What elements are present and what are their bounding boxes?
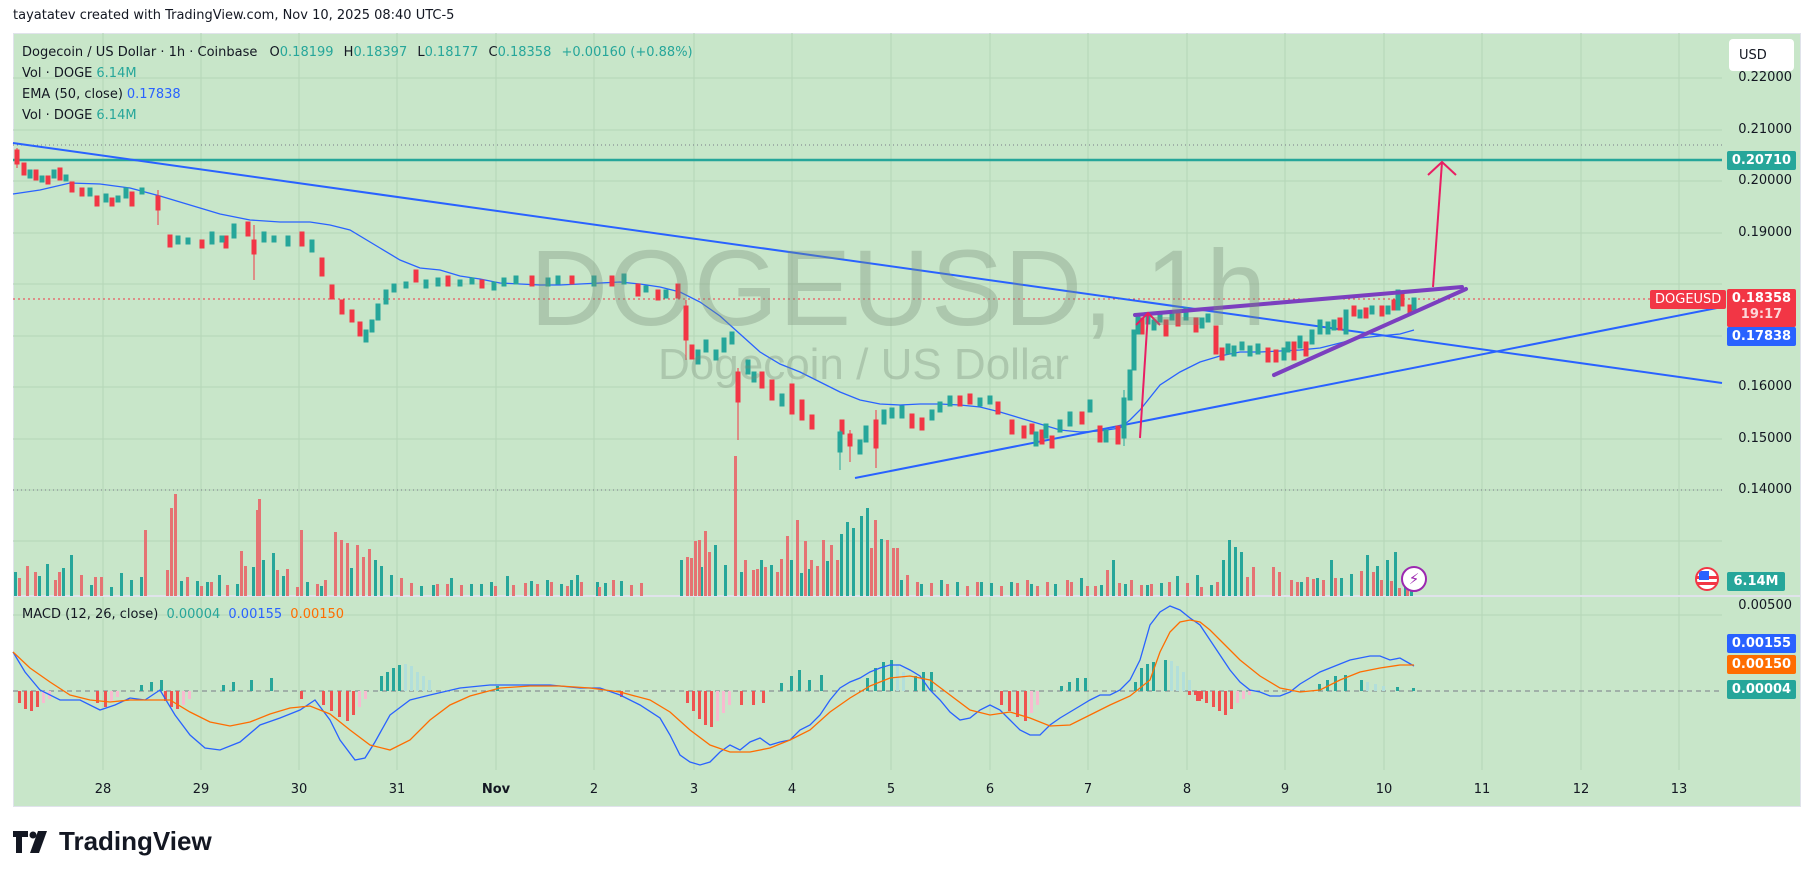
signal-tag: 0.00150 <box>1727 655 1796 674</box>
watermark-symbol: DOGEUSD, 1h <box>530 227 1268 348</box>
date-tick: 4 <box>787 782 797 797</box>
target-arrow <box>1432 161 1443 288</box>
date-tick: 2 <box>589 782 599 797</box>
volume-legend[interactable]: Vol · DOGE 6.14M <box>22 66 137 81</box>
macd-signal-line <box>12 619 1414 753</box>
tradingview-logo[interactable]: TradingView <box>13 826 212 857</box>
macd-histogram <box>18 660 1415 727</box>
date-tick: 13 <box>1670 782 1688 797</box>
indicator-label: Vol · DOGE <box>22 108 93 123</box>
price-tick: 0.20000 <box>1738 173 1792 188</box>
ohlc-high-label: H <box>343 45 354 60</box>
price-tick: 0.21000 <box>1738 122 1792 137</box>
macd-hist-value: 0.00004 <box>166 607 221 622</box>
us-flag-icon[interactable] <box>1695 567 1719 591</box>
ema-price-tag: 0.17838 <box>1727 327 1796 346</box>
triangle-upper-line <box>1133 285 1464 317</box>
date-tick: 5 <box>886 782 896 797</box>
date-tick: 28 <box>94 782 112 797</box>
date-tick: 29 <box>192 782 210 797</box>
indicator-value: 6.14M <box>96 108 137 123</box>
resistance-price-tag: 0.20710 <box>1727 151 1796 170</box>
last-price-tag: 0.18358 19:17 <box>1727 289 1796 327</box>
time-grid <box>102 33 1680 770</box>
indicator-label: Vol · DOGE <box>22 66 93 81</box>
date-tick: 8 <box>1182 782 1192 797</box>
chart-container[interactable] <box>13 33 1801 807</box>
ohlc-low-label: L <box>417 45 425 60</box>
macd-label: MACD (12, 26, close) <box>22 607 159 622</box>
date-tick: 6 <box>985 782 995 797</box>
ohlc-close-label: C <box>488 45 498 60</box>
candlesticks <box>14 148 1417 470</box>
watermark-description: Dogecoin / US Dollar <box>658 340 1069 389</box>
symbol-tag: DOGEUSD <box>1650 290 1727 309</box>
descending-trendline <box>12 142 1723 384</box>
date-tick: 31 <box>388 782 406 797</box>
indicator-value: 0.17838 <box>126 87 181 102</box>
macd-tag: 0.00155 <box>1727 634 1796 653</box>
ohlc-close: 0.18358 <box>497 45 552 60</box>
brand-name: TradingView <box>59 826 212 856</box>
macd-value: 0.00155 <box>228 607 283 622</box>
lightning-event-icon[interactable]: ⚡ <box>1401 566 1427 592</box>
bar-countdown: 19:17 <box>1740 307 1783 322</box>
volume-legend-2[interactable]: Vol · DOGE 6.14M <box>22 108 137 123</box>
ema-50-line <box>12 182 1415 433</box>
price-tick: 0.19000 <box>1738 225 1792 240</box>
macd-tick: 0.00500 <box>1738 598 1792 613</box>
volume-tag: 6.14M <box>1727 572 1785 591</box>
indicator-value: 6.14M <box>96 66 137 81</box>
currency-button[interactable]: USD <box>1729 39 1794 71</box>
ohlc-high: 0.18397 <box>353 45 408 60</box>
ascending-trendline <box>854 306 1723 479</box>
symbol-legend[interactable]: Dogecoin / US Dollar · 1h · Coinbase O0.… <box>22 45 693 60</box>
ohlc-open: 0.18199 <box>279 45 334 60</box>
macd-legend[interactable]: MACD (12, 26, close) 0.00004 0.00155 0.0… <box>22 607 344 622</box>
triangle-lower-line <box>1272 287 1468 377</box>
macd-line <box>12 605 1415 766</box>
flagpole-arrow <box>1139 312 1149 439</box>
ohlc-open-label: O <box>269 45 280 60</box>
histogram-tag: 0.00004 <box>1727 680 1796 699</box>
tradingview-logo-icon <box>13 830 47 853</box>
date-tick-month: Nov <box>481 782 511 797</box>
chart-credit: tayatatev created with TradingView.com, … <box>13 8 455 23</box>
price-tick: 0.16000 <box>1738 379 1792 394</box>
macd-signal-value: 0.00150 <box>290 607 345 622</box>
ohlc-low: 0.18177 <box>424 45 479 60</box>
last-price: 0.18358 <box>1731 291 1792 306</box>
date-tick: 9 <box>1280 782 1290 797</box>
date-tick: 12 <box>1572 782 1590 797</box>
price-tick: 0.22000 <box>1738 70 1792 85</box>
price-change: +0.00160 (+0.88%) <box>561 45 693 60</box>
ema-legend[interactable]: EMA (50, close) 0.17838 <box>22 87 181 102</box>
date-tick: 3 <box>689 782 699 797</box>
symbol-title: Dogecoin / US Dollar · 1h · Coinbase <box>22 45 258 60</box>
date-tick: 10 <box>1375 782 1393 797</box>
indicator-label: EMA (50, close) <box>22 87 123 102</box>
price-tick: 0.14000 <box>1738 482 1792 497</box>
date-tick: 30 <box>290 782 308 797</box>
price-tick: 0.15000 <box>1738 431 1792 446</box>
volume-bars <box>14 456 1413 596</box>
date-tick: 11 <box>1473 782 1491 797</box>
date-tick: 7 <box>1083 782 1093 797</box>
